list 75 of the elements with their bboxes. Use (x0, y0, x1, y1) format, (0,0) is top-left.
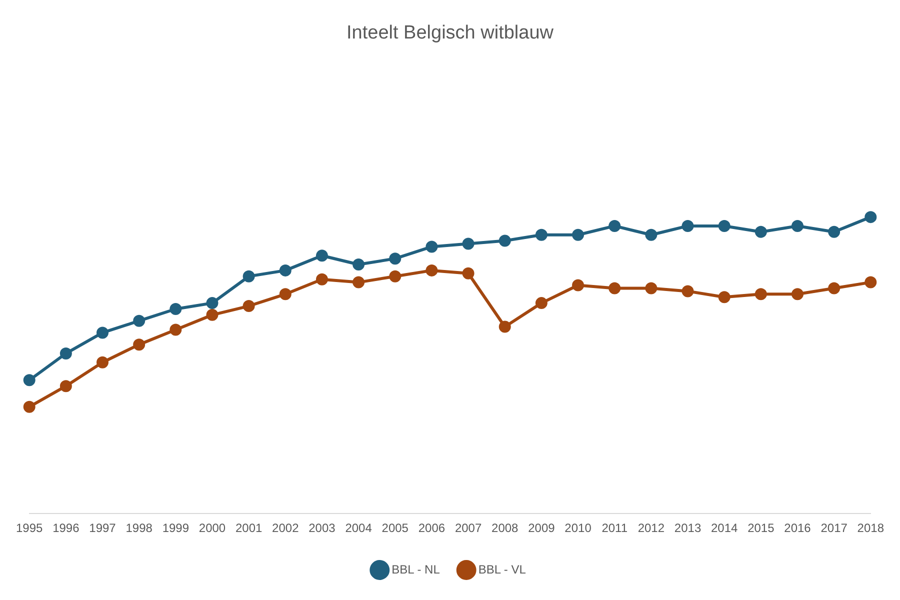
point (60, 380, 72, 392)
point (864, 276, 877, 288)
point (170, 302, 182, 315)
x-tick-label: 1999 (162, 521, 190, 536)
point (316, 250, 328, 262)
x-tick-label: 2000 (198, 521, 226, 536)
point (96, 356, 109, 368)
point (242, 300, 255, 312)
point (645, 282, 658, 294)
point (718, 291, 730, 304)
point (572, 228, 584, 241)
point (23, 400, 36, 413)
point (572, 279, 584, 292)
x-tick-label: 2010 (564, 521, 592, 536)
point (645, 228, 658, 241)
point (389, 270, 402, 282)
point (60, 347, 72, 360)
point (352, 258, 365, 271)
point (170, 324, 182, 336)
x-tick-label: 1996 (52, 521, 80, 536)
point (535, 228, 548, 241)
point (352, 276, 365, 288)
point (791, 220, 804, 232)
x-tick-label: 2004 (345, 521, 372, 536)
point (23, 374, 36, 386)
x-tick-label: 1995 (16, 521, 44, 536)
x-tick-label: 2011 (602, 521, 628, 536)
chart-title: Inteelt Belgisch witblauw (346, 22, 554, 44)
point (828, 226, 840, 238)
point (242, 270, 255, 282)
point (754, 226, 767, 238)
point (133, 314, 146, 327)
x-tick-label: 2015 (748, 521, 775, 536)
x-tick-label: 1997 (89, 521, 116, 536)
x-tick-label: 2002 (272, 521, 300, 536)
point (791, 288, 804, 300)
point (498, 234, 511, 247)
x-tick-label: 2014 (710, 521, 738, 536)
x-tick-label: 2017 (820, 521, 848, 536)
x-tick-label: 2016 (784, 521, 812, 536)
x-tick-label: 2008 (492, 521, 519, 536)
x-tick-label: 2006 (418, 521, 446, 536)
point (608, 220, 621, 232)
point (206, 308, 218, 321)
x-tick-label: 2001 (235, 521, 262, 536)
legend-label: BBL - VL (478, 562, 526, 576)
point (389, 252, 402, 265)
point (462, 267, 474, 280)
point (864, 211, 877, 224)
point (426, 264, 438, 276)
x-tick-label: 2005 (382, 521, 409, 536)
x-tick-label: 2013 (674, 521, 702, 536)
point (133, 338, 146, 351)
point (754, 288, 767, 300)
x-tick-label: 2012 (638, 521, 665, 536)
point (535, 297, 548, 310)
point (498, 320, 511, 333)
x-tick-label: 2007 (454, 521, 482, 536)
point (608, 282, 621, 294)
x-tick-label: 1998 (126, 521, 153, 536)
point (426, 240, 438, 253)
point (718, 220, 730, 232)
point (316, 273, 328, 286)
point (828, 282, 840, 294)
point (682, 220, 694, 232)
x-tick-label: 2009 (528, 521, 556, 536)
x-tick-label: 2003 (308, 521, 336, 536)
point (279, 264, 292, 276)
point (462, 238, 474, 250)
x-tick-label: 2018 (857, 521, 884, 536)
point (279, 288, 292, 300)
point (96, 326, 109, 339)
point (682, 285, 694, 298)
point (206, 297, 218, 310)
legend-label: BBL - NL (392, 562, 440, 576)
